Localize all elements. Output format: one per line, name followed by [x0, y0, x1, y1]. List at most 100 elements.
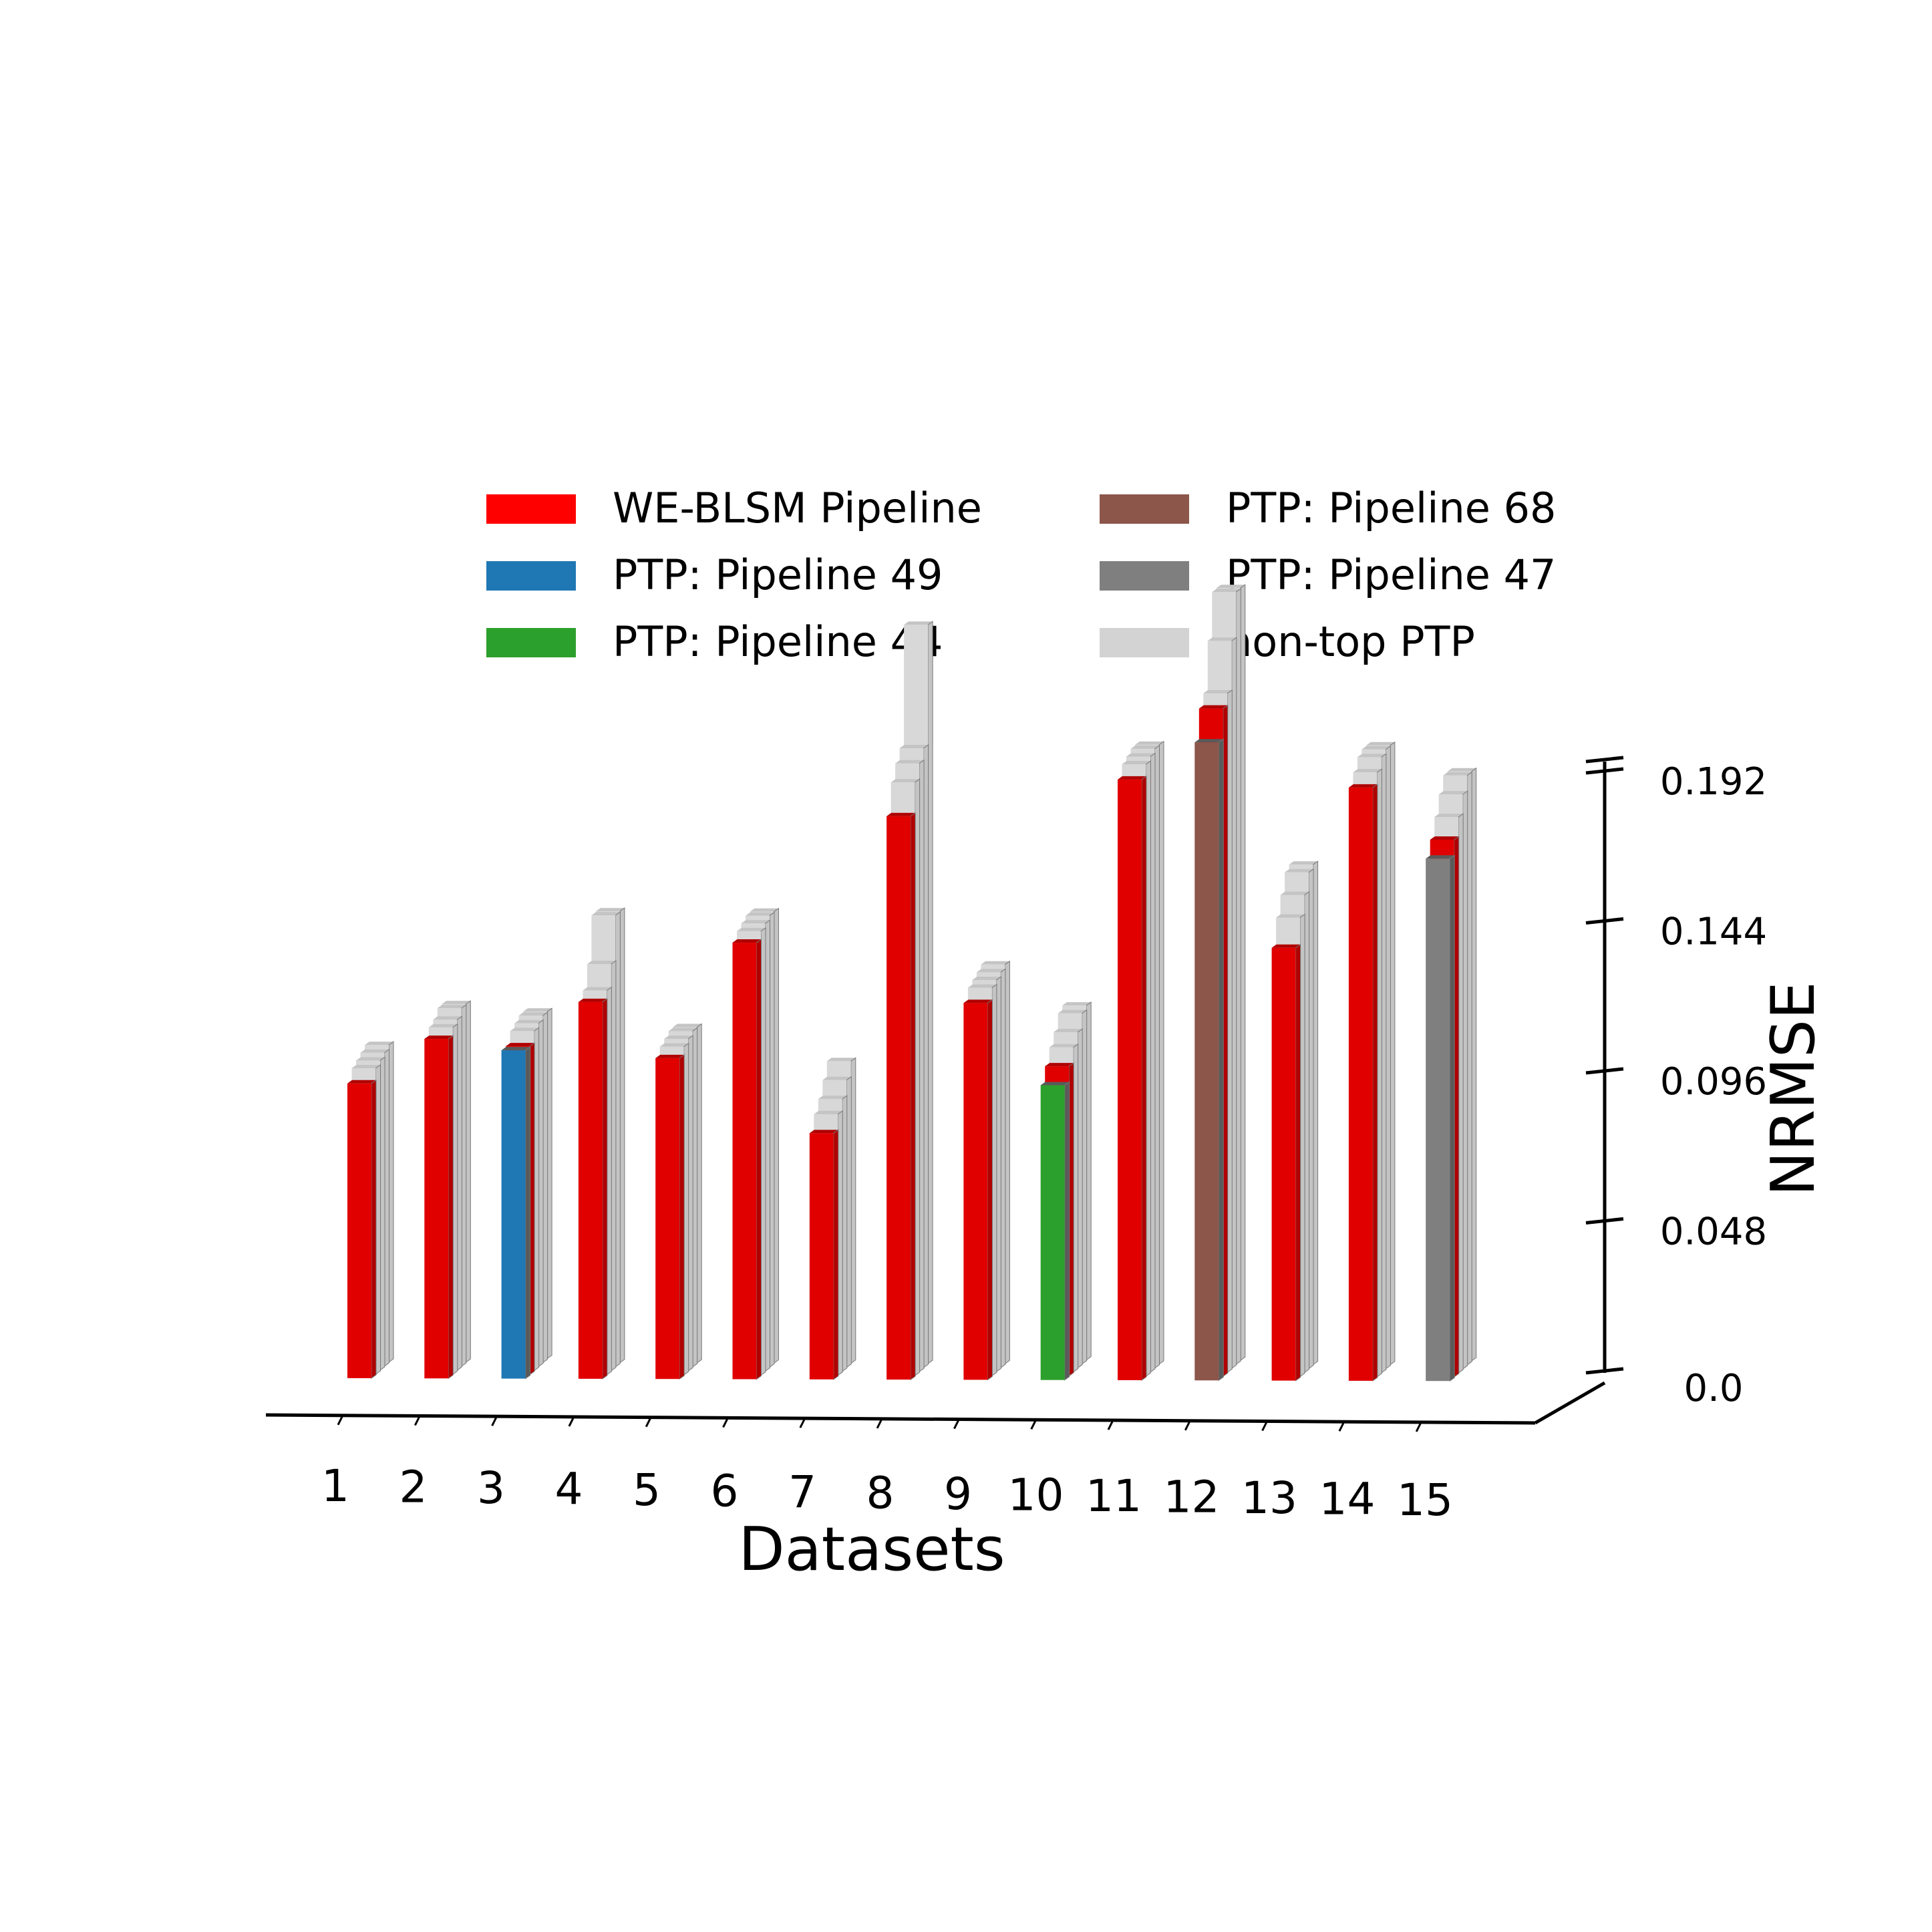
- non-top-ptp-bar-top: [1062, 1002, 1092, 1006]
- non-top-ptp-bar-side: [1304, 891, 1310, 1374]
- x-tick-label: 2: [399, 1461, 428, 1512]
- non-top-ptp-bar-side: [760, 927, 766, 1376]
- we-blsm-bar-top: [963, 999, 993, 1003]
- non-top-ptp-bar-top: [1207, 637, 1237, 641]
- non-top-ptp-bar-top: [1130, 745, 1160, 749]
- ptp-pipeline-47-bar-front: [1426, 858, 1450, 1382]
- non-top-ptp-bar-side: [1146, 760, 1151, 1377]
- x-tick: [491, 1417, 497, 1426]
- non-top-ptp-bar-top: [1289, 861, 1318, 865]
- non-top-ptp-bar-side: [919, 759, 925, 1373]
- non-top-ptp-bar-top: [976, 969, 1005, 973]
- we-blsm-bar-front: [809, 1133, 834, 1380]
- ptp-pipeline-49-bar: [501, 1046, 531, 1380]
- non-top-ptp-bar-top: [904, 621, 933, 625]
- we-blsm-bar-top: [506, 1043, 535, 1047]
- we-blsm-bar-side: [1295, 943, 1301, 1382]
- non-top-ptp-bar-top: [668, 1027, 697, 1031]
- we-blsm-bar-side: [910, 812, 916, 1381]
- x-tick: [337, 1416, 343, 1426]
- non-top-ptp-bar-top: [673, 1023, 702, 1027]
- we-blsm-bar-side: [833, 1129, 839, 1380]
- non-top-ptp-bar-top: [1447, 768, 1476, 772]
- x-tick-label: 7: [788, 1466, 816, 1518]
- we-blsm-bar-side: [1068, 1062, 1074, 1377]
- non-top-ptp-bar-top: [1122, 761, 1151, 765]
- non-top-ptp-bar-side: [1458, 813, 1464, 1374]
- non-top-ptp-bar-top: [664, 1035, 693, 1039]
- x-axis-line: [265, 1413, 1536, 1425]
- non-top-ptp-bar-side: [1086, 1001, 1092, 1361]
- we-blsm-bar-side: [602, 997, 608, 1380]
- non-top-ptp-bar-side: [534, 1027, 540, 1372]
- non-top-ptp-bar-top: [1049, 1043, 1078, 1048]
- ptp-pipeline-44-bar-side: [1064, 1081, 1070, 1381]
- y-tick-label: 0.0: [1683, 1367, 1743, 1410]
- non-top-ptp-bar-top: [1357, 754, 1386, 758]
- x-tick: [953, 1420, 959, 1430]
- we-blsm-bar-side: [1223, 704, 1229, 1378]
- x-tick-label: 8: [866, 1467, 895, 1518]
- we-blsm-bar-front: [578, 1001, 603, 1379]
- we-blsm-bar-top: [347, 1080, 376, 1084]
- we-blsm-bar-top: [887, 812, 916, 816]
- bars: [347, 584, 1477, 1382]
- we-blsm-bar-side: [448, 1035, 454, 1380]
- non-top-ptp-bar-side: [461, 1004, 467, 1367]
- non-top-ptp-bar-side: [1313, 860, 1319, 1365]
- non-top-ptp-bar-top: [365, 1041, 393, 1045]
- non-top-ptp-bar-top: [737, 927, 766, 931]
- non-top-ptp-bar-top: [891, 779, 920, 783]
- non-top-ptp-bar-top: [741, 920, 770, 924]
- y-tick-label: 0.096: [1660, 1060, 1767, 1104]
- non-top-ptp-bar-side: [1462, 790, 1468, 1370]
- non-top-ptp-bar-side: [1240, 584, 1246, 1361]
- y-axis-cap: [1585, 756, 1624, 764]
- non-top-ptp-bar-side: [837, 1110, 843, 1376]
- non-top-ptp-bar-top: [1058, 1009, 1087, 1013]
- non-top-ptp-bar-side: [769, 911, 775, 1368]
- non-top-ptp-bar-side: [546, 1007, 552, 1359]
- we-blsm-bar-top: [424, 1035, 454, 1039]
- ptp-pipeline-49-bar-front: [501, 1050, 526, 1379]
- non-top-ptp-bar-top: [1135, 741, 1164, 745]
- we-blsm-bar-front: [1348, 787, 1373, 1381]
- non-top-ptp-bar-side: [1381, 753, 1387, 1374]
- non-top-ptp-bar-side: [615, 911, 621, 1367]
- non-top-ptp-bar-side: [1376, 768, 1382, 1378]
- ptp-pipeline-68-bar-top: [1194, 739, 1224, 743]
- ptp-pipeline-68-bar-front: [1194, 742, 1219, 1381]
- non-top-ptp-bar-side: [1004, 960, 1010, 1365]
- non-top-ptp-bar-side: [456, 1015, 462, 1372]
- non-top-ptp-bar-side: [1308, 868, 1314, 1370]
- y-tick-label: 0.192: [1660, 760, 1767, 804]
- non-top-ptp-bar-top: [1126, 753, 1155, 757]
- non-top-ptp-bar-top: [972, 976, 1001, 980]
- non-top-ptp-bar-side: [846, 1076, 852, 1368]
- x-tick-label: 1: [321, 1460, 349, 1512]
- ptp-pipeline-44-bar-front: [1040, 1085, 1065, 1380]
- we-blsm-bar-top: [1118, 776, 1146, 780]
- non-top-ptp-bar-side: [1082, 1009, 1088, 1365]
- we-blsm-bar-front: [1271, 947, 1296, 1381]
- non-top-ptp-bar-side: [1227, 689, 1233, 1374]
- non-top-ptp-bar-side: [765, 919, 770, 1372]
- non-top-ptp-bar-side: [1158, 740, 1164, 1365]
- x-tick-label: 3: [477, 1462, 505, 1514]
- legend-label-non-top-ptp: non-top PTP: [1226, 617, 1475, 666]
- we-blsm-bar-front: [655, 1058, 680, 1380]
- depth-axis-line: [1534, 1381, 1606, 1425]
- we-blsm-bar-top: [809, 1130, 838, 1134]
- non-top-ptp-bar-top: [1365, 742, 1395, 746]
- we-blsm-bar-top: [1045, 1063, 1074, 1067]
- non-top-ptp-bar-top: [595, 908, 625, 912]
- legend: WE-BLSM Pipeline PTP: Pipeline 49 PTP: Pip…: [486, 484, 1557, 666]
- ptp-pipeline-49-bar-top: [501, 1047, 530, 1051]
- non-top-ptp-bar-side: [1466, 771, 1472, 1366]
- we-blsm-bar-top: [732, 939, 762, 943]
- non-top-ptp-bar-side: [465, 1000, 471, 1363]
- non-top-ptp-bar-top: [1212, 589, 1241, 593]
- legend-label-ptp-pipeline-68: PTP: Pipeline 68: [1226, 484, 1557, 532]
- we-blsm-bar: [1348, 783, 1378, 1382]
- legend-swatch-ptp-pipeline-44: [486, 628, 576, 657]
